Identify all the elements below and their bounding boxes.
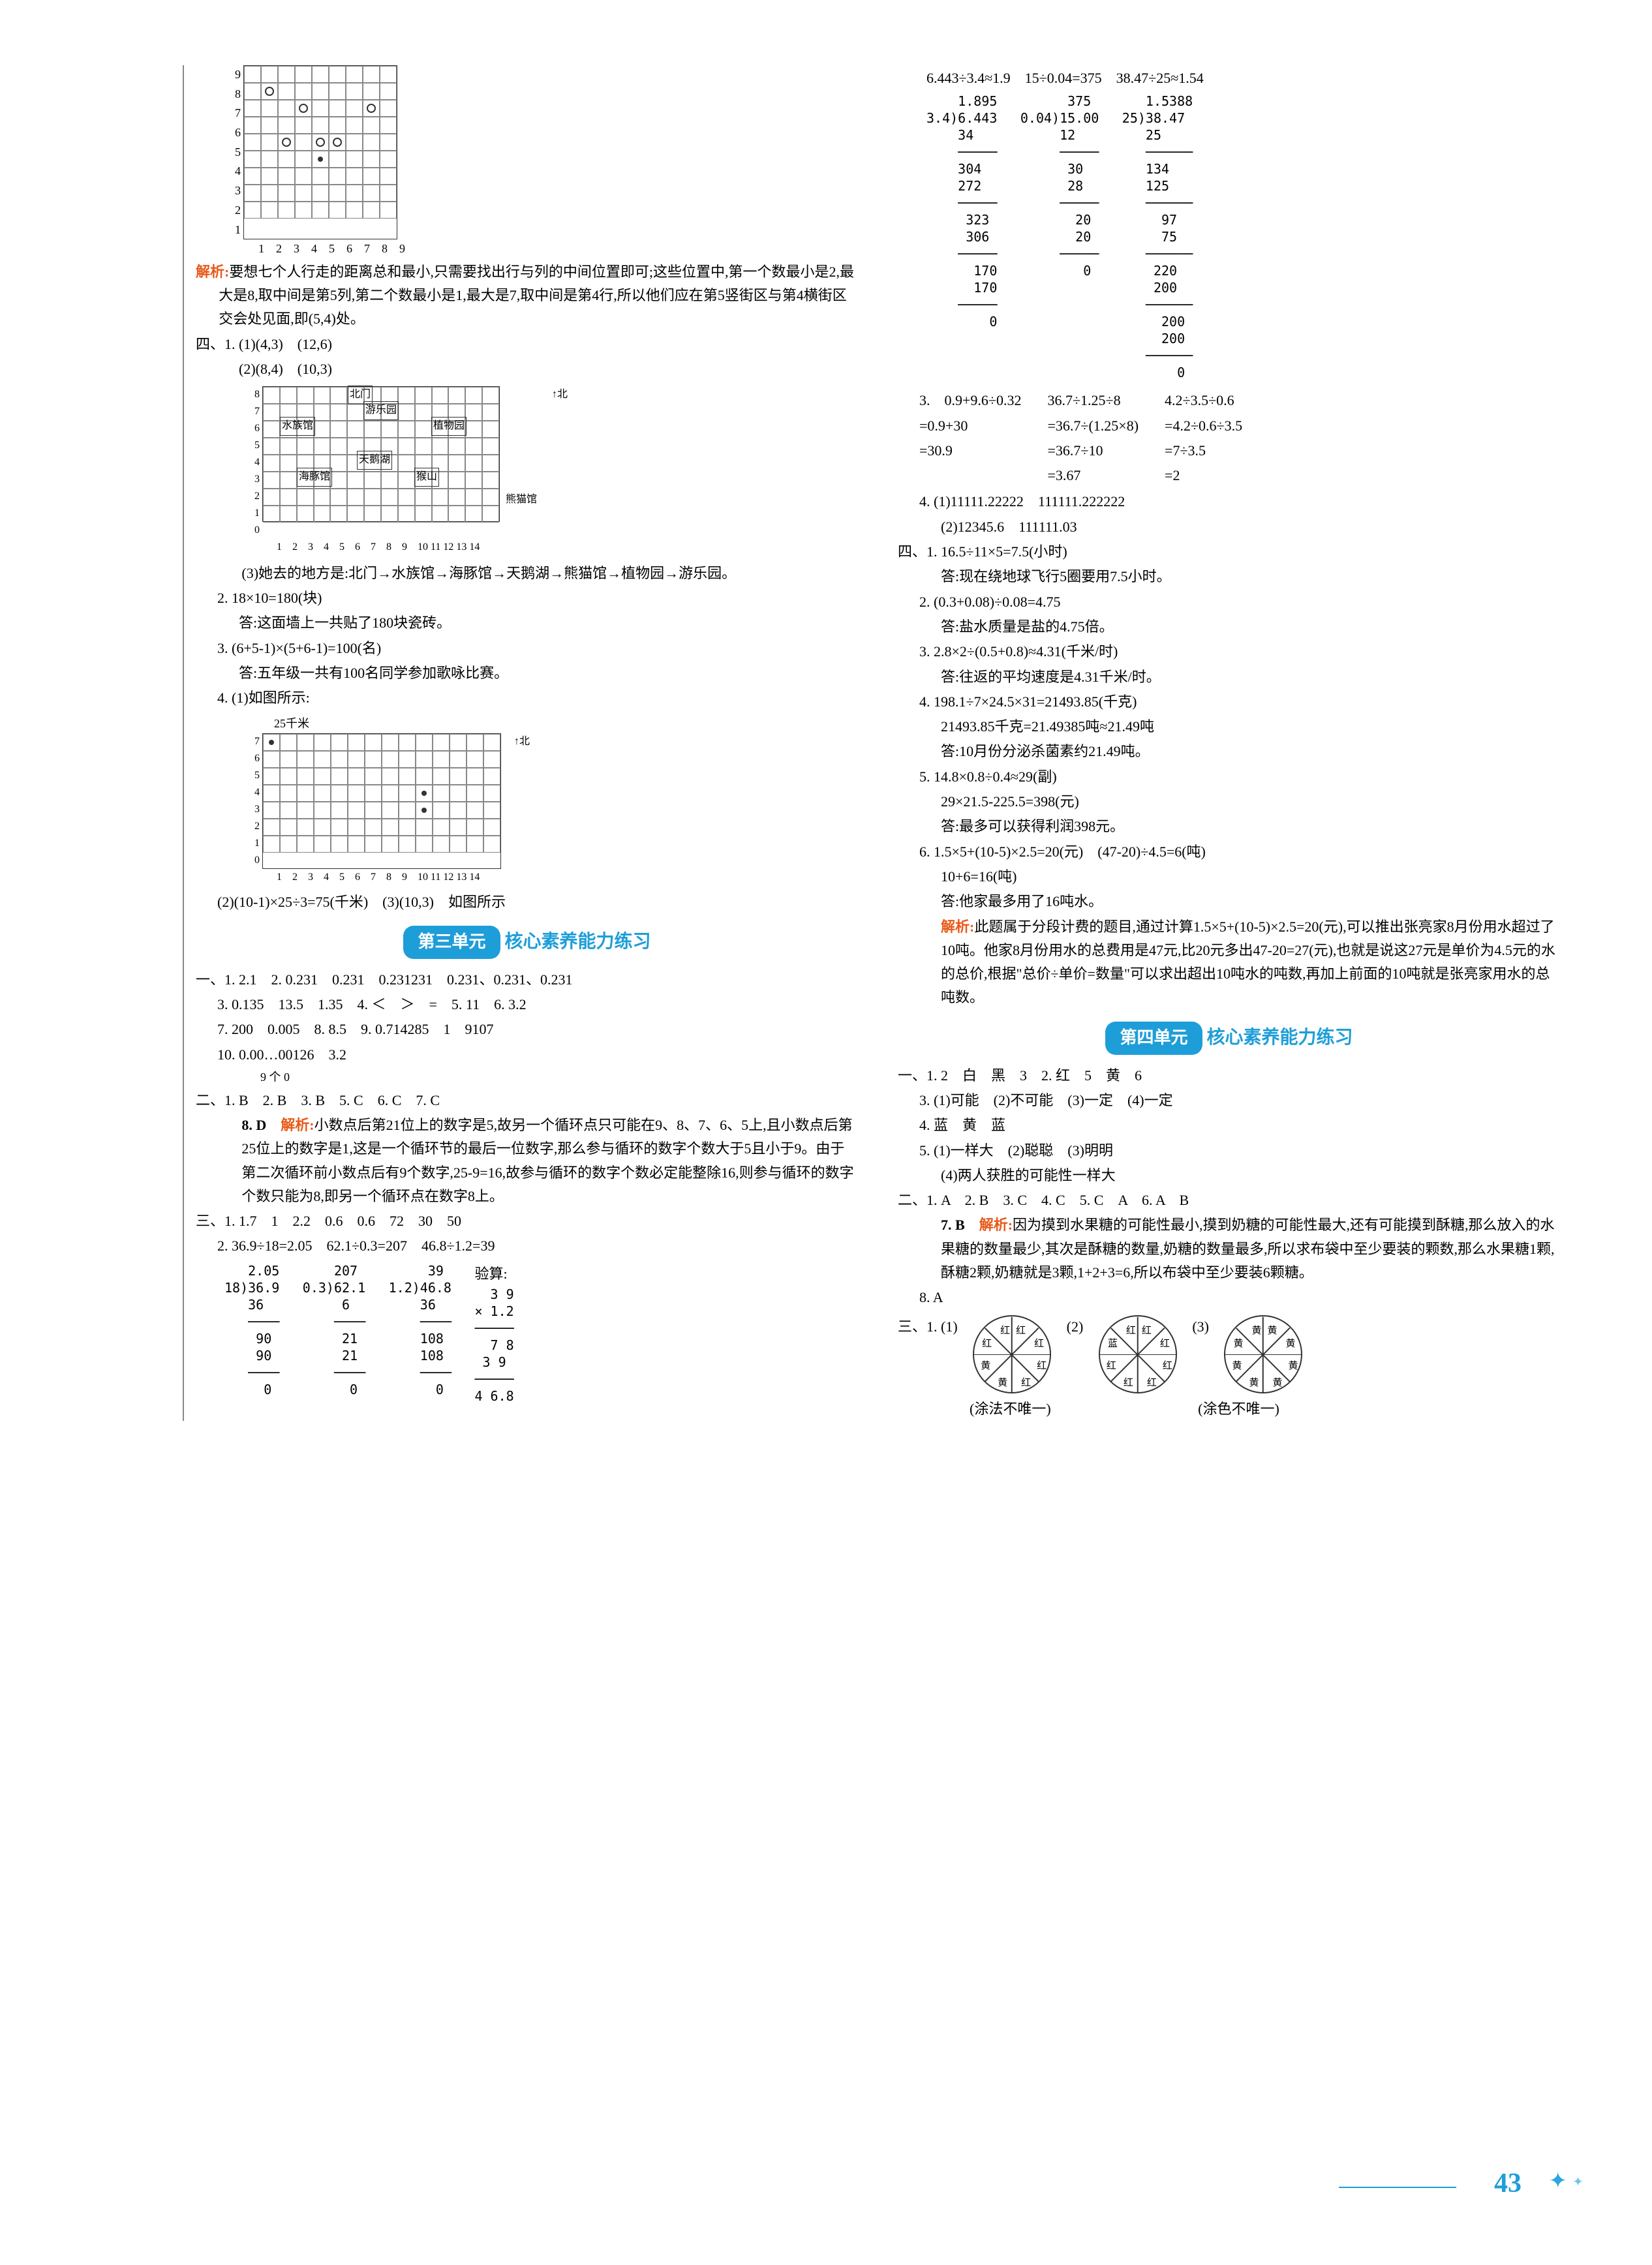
u4-2-1: 二、1. A 2. B 3. C 4. C 5. C A 6. A B: [898, 1189, 1561, 1212]
u3-s1-l3: 7. 200 0.005 8. 8.5 9. 0.714285 1 9107: [196, 1018, 859, 1041]
s4-6b: 10+6=16(吨): [898, 865, 1561, 889]
spinner-1: 红 红 红 红 黄 黄 红 红: [973, 1315, 1051, 1393]
u4-1-4: 4. 蓝 黄 蓝: [898, 1114, 1561, 1137]
q3-ans: 答:五年级一共有100名同学参加歌咏比赛。: [196, 661, 859, 685]
unit3-header: 第三单元 核心素养能力练习: [196, 926, 859, 959]
spinner-note-2: (涂色不唯一): [1198, 1401, 1279, 1417]
chart-2: 25千米 01234567 ↑北 1 2 3 4 5 6 7 8 9 10 11…: [254, 714, 859, 887]
s4-5b: 29×21.5-225.5=398(元): [898, 790, 1561, 813]
s4-5c: 答:最多可以获得利润398元。: [898, 815, 1561, 838]
right-column: 6.443÷3.4≈1.9 15÷0.04=375 38.47÷25≈1.54 …: [898, 65, 1561, 1421]
spinner-row: 三、1. (1) 红 红 红 红 黄 黄 红 红 (2): [898, 1315, 1561, 1393]
analysis-1: 解析:要想七个人行走的距离总和最小,只需要找出行与列的中间位置即可;这些位置中,…: [196, 260, 859, 331]
q4b: (2)12345.6 111111.03: [898, 515, 1561, 539]
s4-3b: 答:往返的平均速度是4.31千米/时。: [898, 665, 1561, 689]
sparkle-icon: ✦: [1549, 2163, 1568, 2200]
u3-s1-l2: 3. 0.135 13.5 1.35 4. ＜ ＞ = 5. 11 6. 3.2: [196, 993, 859, 1016]
s4-5a: 5. 14.8×0.8÷0.4≈29(副): [898, 765, 1561, 789]
spinner-note-1: (涂法不唯一): [970, 1401, 1051, 1417]
left-column: 123456789 1 2 3 4 5 6 7 8 9 解析:要想七个人行走的距…: [183, 65, 859, 1421]
q3: 3. (6+5-1)×(5+6-1)=100(名): [196, 637, 859, 660]
q2: 2. 18×10=180(块): [196, 586, 859, 610]
u3-s3-l2: 2. 36.9÷18=2.05 62.1÷0.3=207 46.8÷1.2=39: [196, 1234, 859, 1258]
u3-s2-q8: 8. D 解析:小数点后第21位上的数字是5,故另一个循环点只可能在9、8、7、…: [196, 1114, 859, 1208]
s4-4c: 答:10月份分泌杀菌素约21.49吨。: [898, 740, 1561, 763]
s4-3a: 3. 2.8×2÷(0.5+0.8)≈4.31(千米/时): [898, 640, 1561, 663]
unit4-header: 第四单元 核心素养能力练习: [898, 1022, 1561, 1055]
s4-6-analysis: 解析:此题属于分段计费的题目,通过计算1.5×5+(10-5)×2.5=20(元…: [898, 915, 1561, 1010]
q4-1-3: (3)她去的地方是:北门→水族馆→海豚馆→天鹅湖→熊猫馆→植物园→游乐园。: [196, 562, 859, 585]
sparkle2-icon: ✦: [1572, 2172, 1583, 2193]
u3-s2-l1: 二、1. B 2. B 3. B 5. C 6. C 7. C: [196, 1089, 859, 1112]
q2-ans: 答:这面墙上一共贴了180块瓷砖。: [196, 611, 859, 635]
s4-2a: 2. (0.3+0.08)÷0.08=4.75: [898, 590, 1561, 614]
q4a: 4. (1)11111.22222 111111.222222: [898, 490, 1561, 513]
q4-1b: (2)(8,4) (10,3): [196, 357, 859, 381]
s4-1b: 答:现在绕地球飞行5圈要用7.5小时。: [898, 565, 1561, 588]
longdiv-row-2: 1.895 3.4)6.443 34 ───── 304 272 ───── 3…: [898, 93, 1561, 381]
page-line: [1339, 2187, 1456, 2188]
s4-6c: 答:他家最多用了16吨水。: [898, 890, 1561, 913]
u4-1-3: 3. (1)可能 (2)不可能 (3)一定 (4)一定: [898, 1089, 1561, 1112]
s4-4b: 21493.85千克=21.49385吨≈21.49吨: [898, 715, 1561, 738]
u4-2-7: 7. B 解析:因为摸到水果糖的可能性最小,摸到奶糖的可能性最大,还有可能摸到酥…: [898, 1213, 1561, 1285]
page-number: 43: [1494, 2161, 1522, 2206]
u4-1-5a: 5. (1)一样大 (2)聪聪 (3)明明: [898, 1139, 1561, 1163]
u3-s1-l4b: 9 个 0: [196, 1068, 859, 1087]
chart-1: 123456789 1 2 3 4 5 6 7 8 9: [235, 65, 859, 259]
q4-1a: 四、1. (1)(4,3) (12,6): [196, 333, 859, 356]
top-line: 6.443÷3.4≈1.9 15÷0.04=375 38.47÷25≈1.54: [898, 67, 1561, 90]
longdiv-row-1: 2.05 18)36.9 36 ──── 90 90 ──── 0 207 0.…: [196, 1262, 859, 1405]
u3-s1-l1: 一、1. 2.1 2. 0.231 0.231 0.231231 0.231、0…: [196, 968, 859, 992]
q3-block: 3. 0.9+9.6÷0.32 =0.9+30 =30.9 36.7÷1.25÷…: [898, 388, 1561, 489]
q4-intro: 4. (1)如图所示:: [196, 686, 859, 710]
u4-1-5b: (4)两人获胜的可能性一样大: [898, 1164, 1561, 1187]
spinner-2: 红 红 红 红 红 红 蓝 红: [1099, 1315, 1177, 1393]
u3-s1-l4: 10. 0.00…00126 3.2: [196, 1043, 859, 1067]
s4-2b: 答:盐水质量是盐的4.75倍。: [898, 615, 1561, 639]
spinner-3: 黄 黄 黄 黄 黄 黄 黄 黄: [1224, 1315, 1302, 1393]
park-grid: 012345678 北门 水族馆 游乐园: [254, 386, 859, 556]
u3-s3-l1: 三、1. 1.7 1 2.2 0.6 0.6 72 30 50: [196, 1209, 859, 1233]
s4-4a: 4. 198.1÷7×24.5×31=21493.85(千克): [898, 690, 1561, 714]
u4-1-1: 一、1. 2 白 黑 3 2. 红 5 黄 6: [898, 1064, 1561, 1087]
s4-6a: 6. 1.5×5+(10-5)×2.5=20(元) (47-20)÷4.5=6(…: [898, 840, 1561, 864]
q4-2: (2)(10-1)×25÷3=75(千米) (3)(10,3) 如图所示: [196, 890, 859, 914]
u4-2-8: 8. A: [898, 1286, 1561, 1309]
s4-1a: 四、1. 16.5÷11×5=7.5(小时): [898, 540, 1561, 564]
